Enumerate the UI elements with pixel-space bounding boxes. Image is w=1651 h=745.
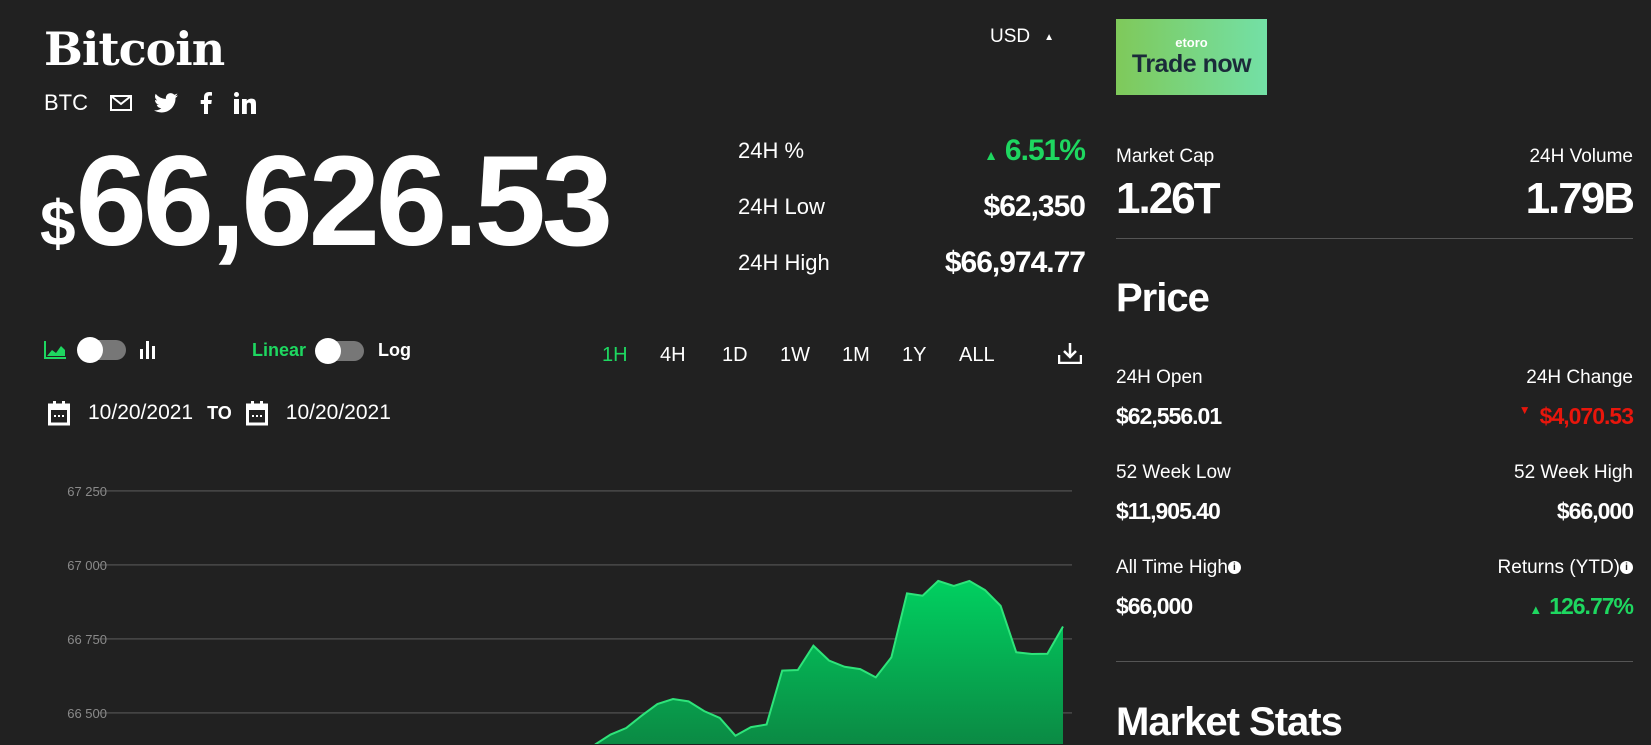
- timeframe-1m[interactable]: 1M: [842, 344, 870, 367]
- y-tick-label: 67 000: [67, 558, 107, 573]
- current-price: $66,626.53: [40, 138, 609, 266]
- 52w-low-value: $11,905.40: [1116, 498, 1220, 525]
- timeframe-1y[interactable]: 1Y: [902, 344, 926, 367]
- market-stats-heading: Market Stats: [1116, 700, 1342, 745]
- download-icon[interactable]: [1058, 342, 1082, 364]
- chart-type-toggle[interactable]: [80, 340, 126, 360]
- symbol-row: BTC: [44, 90, 256, 116]
- date-range: 10/20/2021 TO 10/20/2021: [48, 400, 391, 426]
- facebook-icon[interactable]: [200, 92, 212, 114]
- ath-label: All Time High: [1116, 557, 1228, 578]
- divider: [1116, 238, 1633, 239]
- linkedin-icon[interactable]: [234, 92, 256, 114]
- timeframe-4h[interactable]: 4H: [660, 344, 686, 367]
- 52w-high-label: 52 Week High: [1514, 462, 1633, 484]
- currency-select[interactable]: USD▲: [990, 26, 1054, 48]
- y-tick-label: 67 250: [67, 484, 107, 499]
- open-label: 24H Open: [1116, 367, 1203, 389]
- change-label: 24H Change: [1526, 367, 1633, 389]
- info-icon[interactable]: i: [1228, 561, 1241, 574]
- timeframe-1d[interactable]: 1D: [722, 344, 748, 367]
- 52w-low-label: 52 Week Low: [1116, 462, 1231, 484]
- caret-up-icon: ▲: [1044, 32, 1054, 43]
- scale-toggle[interactable]: [318, 341, 364, 361]
- stat-24h-high: 24H High$66,974.77: [738, 246, 1085, 280]
- arrow-down-icon: ▼: [1519, 403, 1530, 417]
- date-from[interactable]: 10/20/2021: [88, 401, 193, 425]
- 52w-high-value: $66,000: [1557, 498, 1633, 525]
- volume-value: 1.79B: [1526, 174, 1633, 224]
- coin-title: Bitcoin: [44, 22, 224, 76]
- market-cap-label: Market Cap: [1116, 146, 1214, 168]
- timeframe-1w[interactable]: 1W: [780, 344, 810, 367]
- coin-symbol: BTC: [44, 90, 88, 116]
- twitter-icon[interactable]: [154, 93, 178, 113]
- stat-24h-percent: 24H %▲6.51%: [738, 134, 1085, 168]
- price-chart[interactable]: 67 250 67 000 66 750 66 500: [0, 440, 1100, 744]
- etoro-logo: etoro: [1175, 35, 1208, 50]
- volume-label: 24H Volume: [1529, 146, 1633, 168]
- open-value: $62,556.01: [1116, 403, 1221, 430]
- linear-label[interactable]: Linear: [252, 340, 306, 361]
- stat-24h-low: 24H Low$62,350: [738, 190, 1085, 224]
- date-to[interactable]: 10/20/2021: [286, 401, 391, 425]
- arrow-up-icon: ▲: [984, 147, 997, 163]
- mail-icon[interactable]: [110, 95, 132, 111]
- calendar-icon[interactable]: [48, 400, 70, 426]
- etoro-ad[interactable]: etoro Trade now: [1116, 19, 1267, 95]
- trade-now-label: Trade now: [1132, 50, 1251, 79]
- to-label: TO: [207, 403, 232, 424]
- arrow-up-icon: ▲: [1529, 602, 1541, 617]
- area-chart-icon[interactable]: [44, 341, 66, 359]
- returns-label: Returns (YTD): [1498, 557, 1620, 578]
- price-area: [595, 581, 1063, 744]
- timeframe-1h[interactable]: 1H: [602, 344, 628, 367]
- change-value: $4,070.53: [1540, 403, 1633, 429]
- timeframe-all[interactable]: ALL: [959, 344, 995, 367]
- bar-chart-icon[interactable]: [140, 341, 156, 359]
- ath-value: $66,000: [1116, 593, 1192, 620]
- divider: [1116, 661, 1633, 662]
- price-heading: Price: [1116, 276, 1209, 321]
- info-icon[interactable]: i: [1620, 561, 1633, 574]
- market-cap-value: 1.26T: [1116, 174, 1219, 224]
- y-tick-label: 66 500: [67, 706, 107, 721]
- y-tick-label: 66 750: [67, 632, 107, 647]
- log-label[interactable]: Log: [378, 340, 411, 361]
- calendar-icon[interactable]: [246, 400, 268, 426]
- returns-value: 126.77%: [1549, 593, 1633, 619]
